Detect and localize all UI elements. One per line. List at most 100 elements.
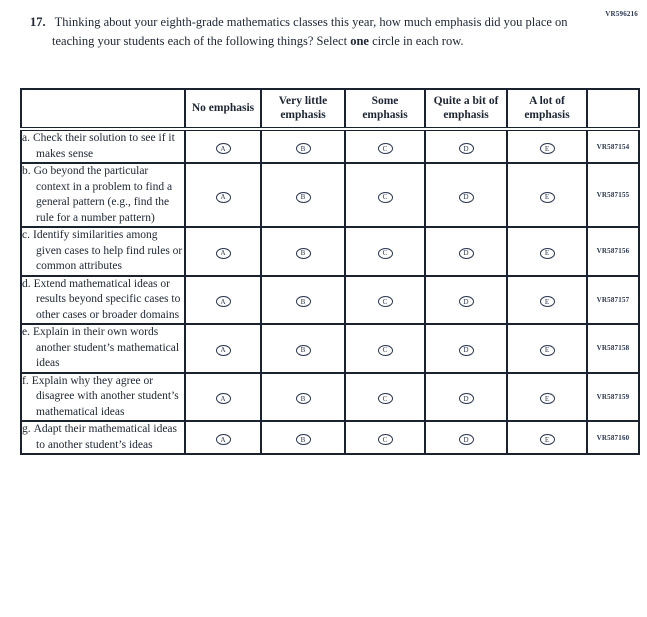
- oval-letter: D: [463, 144, 469, 153]
- response-oval-e[interactable]: E: [539, 296, 555, 308]
- option-cell: D: [424, 420, 508, 455]
- oval-letter: C: [382, 394, 388, 403]
- response-oval-c[interactable]: C: [377, 344, 393, 356]
- response-oval-b[interactable]: B: [295, 143, 311, 154]
- row-vr-code: VR587155: [586, 162, 640, 228]
- oval-letter: A: [220, 297, 226, 306]
- oval-letter: B: [300, 346, 306, 355]
- oval-letter: C: [382, 346, 388, 355]
- option-cell: B: [260, 371, 346, 422]
- option-cell: B: [260, 420, 346, 455]
- response-oval-e[interactable]: E: [539, 247, 555, 259]
- oval-letter: B: [300, 144, 306, 153]
- option-cell: E: [506, 420, 588, 455]
- option-cell: D: [424, 226, 508, 277]
- option-cell: B: [260, 226, 346, 277]
- response-oval-e[interactable]: E: [539, 344, 555, 356]
- response-oval-c[interactable]: C: [377, 393, 393, 405]
- row-letter: f.: [22, 374, 29, 387]
- response-oval-e[interactable]: E: [539, 191, 555, 203]
- response-oval-a[interactable]: A: [215, 247, 231, 259]
- response-oval-a[interactable]: A: [215, 393, 231, 405]
- question-number: 17.: [30, 15, 46, 29]
- response-oval-a[interactable]: A: [215, 191, 231, 203]
- table-row-d: d. Extend mathematical ideas or results b…: [20, 274, 640, 325]
- oval-letter: E: [544, 435, 550, 444]
- response-oval-c[interactable]: C: [377, 247, 393, 259]
- header-a-lot-of-emphasis: A lot of emphasis: [506, 88, 588, 131]
- response-oval-c[interactable]: C: [377, 191, 393, 203]
- response-oval-d[interactable]: D: [458, 393, 474, 405]
- row-letter: g.: [22, 423, 31, 435]
- response-oval-d[interactable]: D: [458, 143, 474, 154]
- oval-letter: E: [544, 249, 550, 258]
- question-text: Thinking about your eighth-grade mathema…: [52, 13, 575, 51]
- question-text-before: Thinking about your eighth-grade mathema…: [52, 15, 568, 48]
- option-cell: E: [506, 128, 588, 164]
- option-cell: E: [506, 226, 588, 277]
- response-oval-e[interactable]: E: [539, 393, 555, 405]
- response-oval-e[interactable]: E: [539, 434, 555, 445]
- response-oval-a[interactable]: A: [215, 434, 231, 445]
- option-cell: A: [184, 128, 262, 164]
- oval-letter: B: [300, 193, 306, 201]
- oval-letter: B: [300, 435, 306, 444]
- option-cell: A: [184, 274, 262, 325]
- option-cell: E: [506, 371, 588, 422]
- option-cell: C: [344, 162, 426, 228]
- row-label-text: Adapt their mathematical ideas to anothe…: [33, 423, 177, 451]
- response-oval-d[interactable]: D: [458, 191, 474, 203]
- oval-letter: C: [382, 193, 388, 201]
- oval-letter: A: [220, 346, 226, 355]
- oval-letter: E: [544, 193, 550, 201]
- option-cell: B: [260, 274, 346, 325]
- response-oval-a[interactable]: A: [215, 143, 231, 154]
- response-oval-b[interactable]: B: [295, 247, 311, 259]
- response-oval-d[interactable]: D: [458, 296, 474, 308]
- response-oval-b[interactable]: B: [295, 434, 311, 445]
- option-cell: A: [184, 162, 262, 228]
- header-very-little-emphasis: Very little emphasis: [260, 88, 346, 131]
- header-empty-cell: [20, 88, 186, 131]
- header-no-emphasis: No emphasis: [184, 88, 262, 131]
- oval-letter: D: [463, 297, 469, 306]
- response-oval-b[interactable]: B: [295, 191, 311, 203]
- row-label-text: Extend mathematical ideas or results bey…: [33, 277, 181, 321]
- response-oval-b[interactable]: B: [295, 393, 311, 405]
- response-oval-a[interactable]: A: [215, 344, 231, 356]
- option-cell: A: [184, 420, 262, 455]
- response-oval-c[interactable]: C: [377, 143, 393, 154]
- option-cell: E: [506, 323, 588, 374]
- oval-letter: A: [220, 435, 226, 444]
- oval-letter: E: [544, 297, 550, 306]
- oval-letter: B: [300, 394, 306, 403]
- oval-letter: D: [463, 435, 469, 444]
- option-cell: B: [260, 162, 346, 228]
- table-row-e: e. Explain in their own words another stu…: [20, 323, 640, 374]
- row-vr-code: VR587159: [586, 371, 640, 422]
- response-oval-c[interactable]: C: [377, 296, 393, 308]
- option-cell: A: [184, 371, 262, 422]
- response-oval-c[interactable]: C: [377, 434, 393, 445]
- option-cell: D: [424, 128, 508, 164]
- response-oval-d[interactable]: D: [458, 434, 474, 445]
- option-cell: C: [344, 128, 426, 164]
- row-letter: a.: [22, 132, 30, 144]
- row-vr-code: VR587160: [586, 420, 640, 455]
- oval-letter: D: [463, 193, 469, 201]
- oval-letter: A: [220, 144, 226, 153]
- row-letter: c.: [22, 229, 30, 241]
- header-row: No emphasis Very little emphasis Some em…: [20, 88, 640, 131]
- option-cell: C: [344, 323, 426, 374]
- response-oval-b[interactable]: B: [295, 344, 311, 356]
- response-oval-d[interactable]: D: [458, 247, 474, 259]
- oval-letter: C: [382, 249, 388, 258]
- oval-letter: A: [220, 249, 226, 258]
- response-oval-e[interactable]: E: [539, 143, 555, 154]
- row-label-e: e. Explain in their own words another stu…: [20, 323, 186, 374]
- response-oval-d[interactable]: D: [458, 344, 474, 356]
- response-oval-b[interactable]: B: [295, 296, 311, 308]
- option-cell: D: [424, 323, 508, 374]
- oval-letter: D: [463, 249, 469, 258]
- response-oval-a[interactable]: A: [215, 296, 231, 308]
